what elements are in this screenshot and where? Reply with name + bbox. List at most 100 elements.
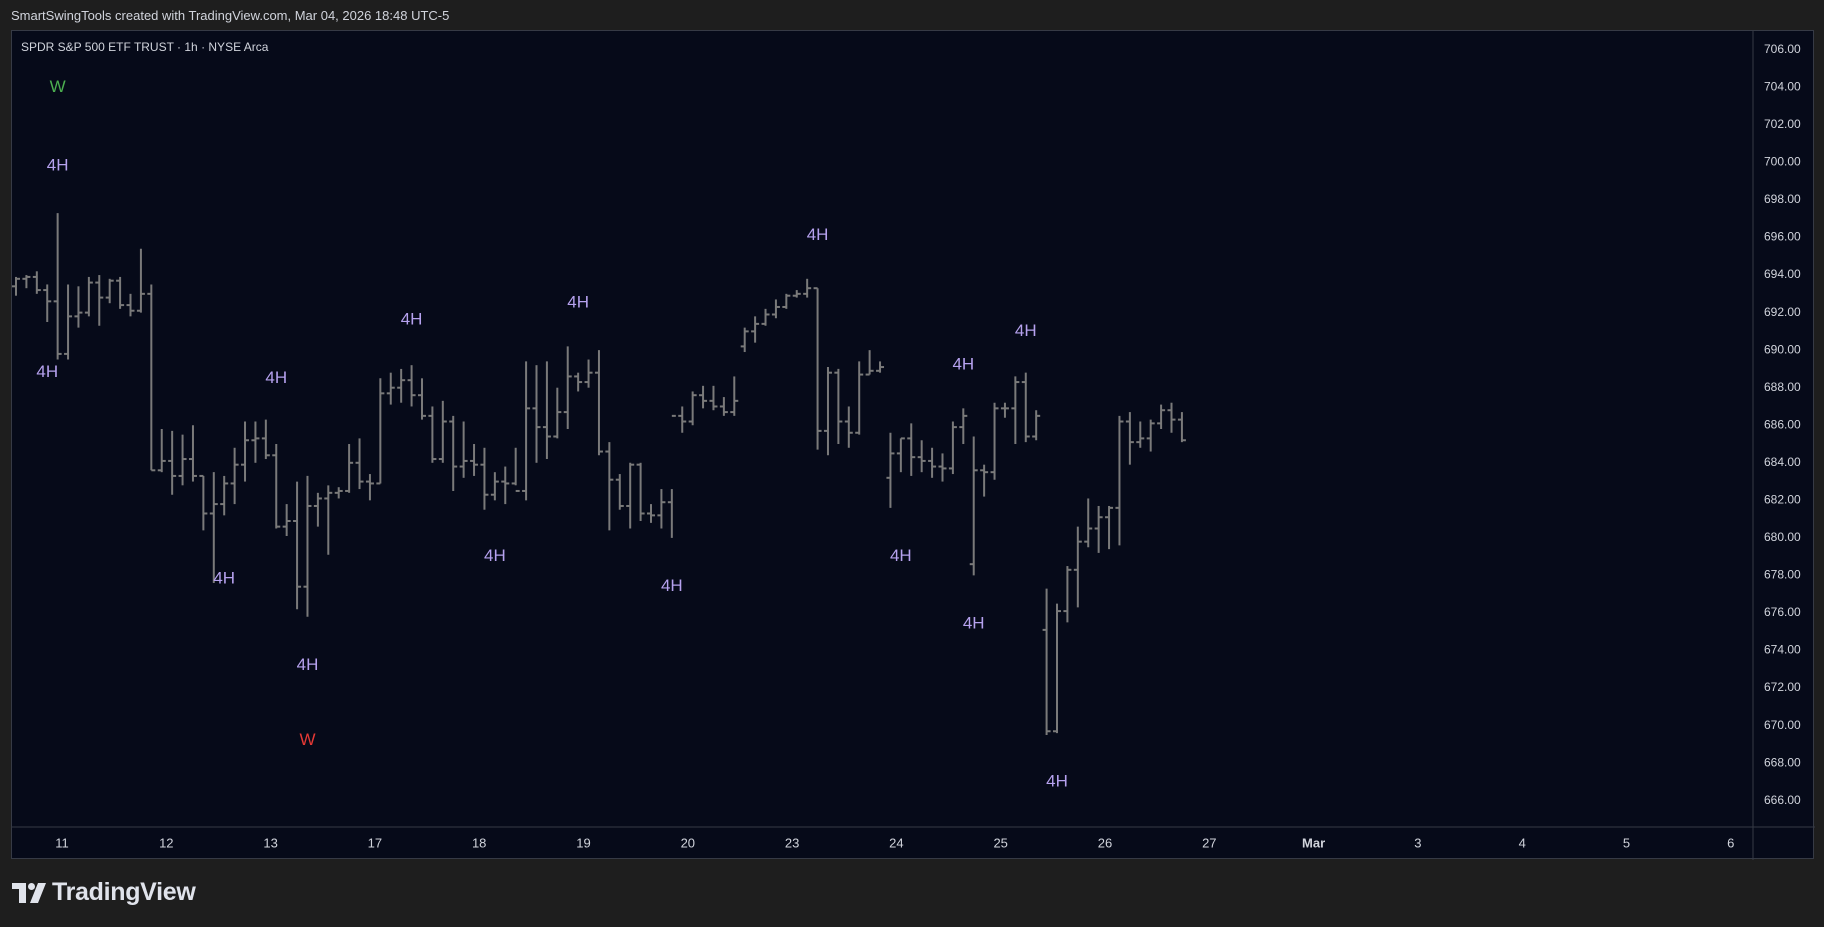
four-hour-swing-label: 4H: [297, 655, 319, 674]
time-tick-label: 20: [681, 835, 695, 850]
price-tick-label: 702.00: [1764, 117, 1801, 131]
time-tick-label: 24: [889, 835, 903, 850]
ohlc-bar: [376, 378, 385, 485]
ohlc-bar: [1053, 603, 1061, 734]
four-hour-swing-label: 4H: [265, 368, 287, 387]
price-tick-label: 704.00: [1764, 79, 1801, 93]
ohlc-bar: [261, 419, 270, 460]
ohlc-bar: [959, 408, 968, 445]
ohlc-bar: [584, 359, 593, 388]
price-tick-label: 680.00: [1764, 530, 1801, 544]
ohlc-bar: [1094, 505, 1103, 553]
time-tick-label: 6: [1727, 835, 1734, 850]
ohlc-bar: [345, 444, 354, 493]
price-tick-label: 706.00: [1764, 42, 1801, 56]
ohlc-bar: [688, 391, 697, 426]
ohlc-bar: [792, 290, 801, 298]
ohlc-bar: [532, 365, 541, 463]
price-tick-label: 668.00: [1764, 755, 1801, 769]
ohlc-bar: [667, 414, 676, 538]
price-tick-label: 682.00: [1764, 493, 1801, 507]
ohlc-bar: [1042, 588, 1051, 736]
time-tick-label: 19: [576, 835, 590, 850]
price-tick-label: 684.00: [1764, 455, 1801, 469]
ohlc-bar: [865, 350, 874, 376]
ohlc-bar: [105, 278, 114, 304]
ohlc-bar: [542, 361, 551, 460]
ohlc-bar: [293, 481, 302, 610]
ohlc-bar: [522, 361, 531, 501]
ohlc-bar: [938, 453, 947, 482]
ohlc-bar: [1136, 421, 1145, 448]
ohlc-bar: [990, 402, 999, 480]
weekly-swing-label: W: [50, 77, 66, 96]
four-hour-swing-label: 4H: [963, 614, 985, 633]
ohlc-bar: [771, 299, 780, 319]
chart-area[interactable]: SPDR S&P 500 ETF TRUST · 1h · NYSE Arca …: [11, 30, 1815, 860]
ohlc-bar: [969, 436, 978, 576]
four-hour-swing-label: 4H: [47, 156, 69, 175]
price-tick-label: 692.00: [1764, 305, 1801, 319]
price-tick-label: 686.00: [1764, 417, 1801, 431]
time-tick-label: 25: [993, 835, 1007, 850]
ohlc-bar: [313, 492, 322, 527]
ohlc-bar: [501, 466, 510, 505]
ohlc-bar: [678, 406, 687, 433]
four-hour-swing-label: 4H: [807, 225, 829, 244]
time-tick-label: 18: [472, 835, 486, 850]
ohlc-bar: [230, 447, 239, 505]
ohlc-bar: [740, 327, 749, 353]
ohlc-bar: [490, 472, 499, 501]
ohlc-bar: [782, 293, 791, 309]
ohlc-bar: [438, 400, 447, 463]
ohlc-bar: [844, 406, 853, 448]
price-tick-label: 676.00: [1764, 605, 1801, 619]
chart-caption: SmartSwingTools created with TradingView…: [11, 8, 450, 23]
price-tick-label: 674.00: [1764, 643, 1801, 657]
ohlc-bar: [64, 284, 73, 360]
ohlc-bar: [407, 365, 416, 407]
four-hour-swing-label: 4H: [36, 362, 58, 381]
ohlc-bar: [53, 213, 62, 360]
four-hour-swing-label: 4H: [484, 546, 506, 565]
ohlc-bar: [241, 421, 250, 482]
ohlc-bar: [709, 385, 718, 411]
ohlc-bar: [1146, 419, 1155, 452]
ohlc-bar: [1105, 505, 1114, 550]
ohlc-bar: [355, 438, 364, 490]
ohlc-bar: [334, 487, 343, 499]
ohlc-bar: [823, 367, 832, 456]
price-tick-label: 666.00: [1764, 793, 1801, 807]
ohlc-bar: [365, 474, 374, 501]
price-tick-label: 678.00: [1764, 568, 1801, 582]
ohlc-bar: [928, 447, 937, 478]
price-tick-label: 700.00: [1764, 155, 1801, 169]
tradingview-brand[interactable]: TradingView: [12, 878, 196, 907]
brand-name: TradingView: [52, 878, 196, 906]
ohlc-bar: [417, 378, 426, 420]
ohlc-bar: [147, 284, 156, 472]
price-tick-label: 688.00: [1764, 380, 1801, 394]
time-tick-label: 27: [1202, 835, 1216, 850]
ohlc-bar: [1032, 410, 1041, 441]
four-hour-swing-label: 4H: [952, 355, 974, 374]
ohlc-bar: [188, 425, 197, 482]
ohlc-bar: [303, 475, 312, 617]
ohlc-bar: [209, 472, 218, 583]
ohlc-bar: [157, 429, 166, 473]
ohlc-bar: [1000, 402, 1009, 418]
tradingview-logo-icon: [12, 882, 46, 903]
ohlc-bar: [594, 350, 603, 456]
ohlc-bar: [126, 293, 135, 317]
ohlc-bar: [1063, 566, 1072, 623]
time-tick-label: 17: [368, 835, 382, 850]
ohlc-bar: [386, 372, 395, 405]
ohlc-bar: [74, 286, 83, 328]
ohlc-bar: [459, 421, 468, 478]
ohlc-bar: [199, 474, 208, 531]
price-tick-label: 670.00: [1764, 718, 1801, 732]
four-hour-swing-label: 4H: [1046, 771, 1068, 790]
four-hour-swing-label: 4H: [661, 576, 683, 595]
ohlc-bar: [324, 485, 333, 555]
price-chart[interactable]: W 4H 4H 4H 4H 4H W 4H 4H 4H 4H 4H 4H 4H 4H 4H 4H 706.00 7…: [12, 31, 1815, 860]
